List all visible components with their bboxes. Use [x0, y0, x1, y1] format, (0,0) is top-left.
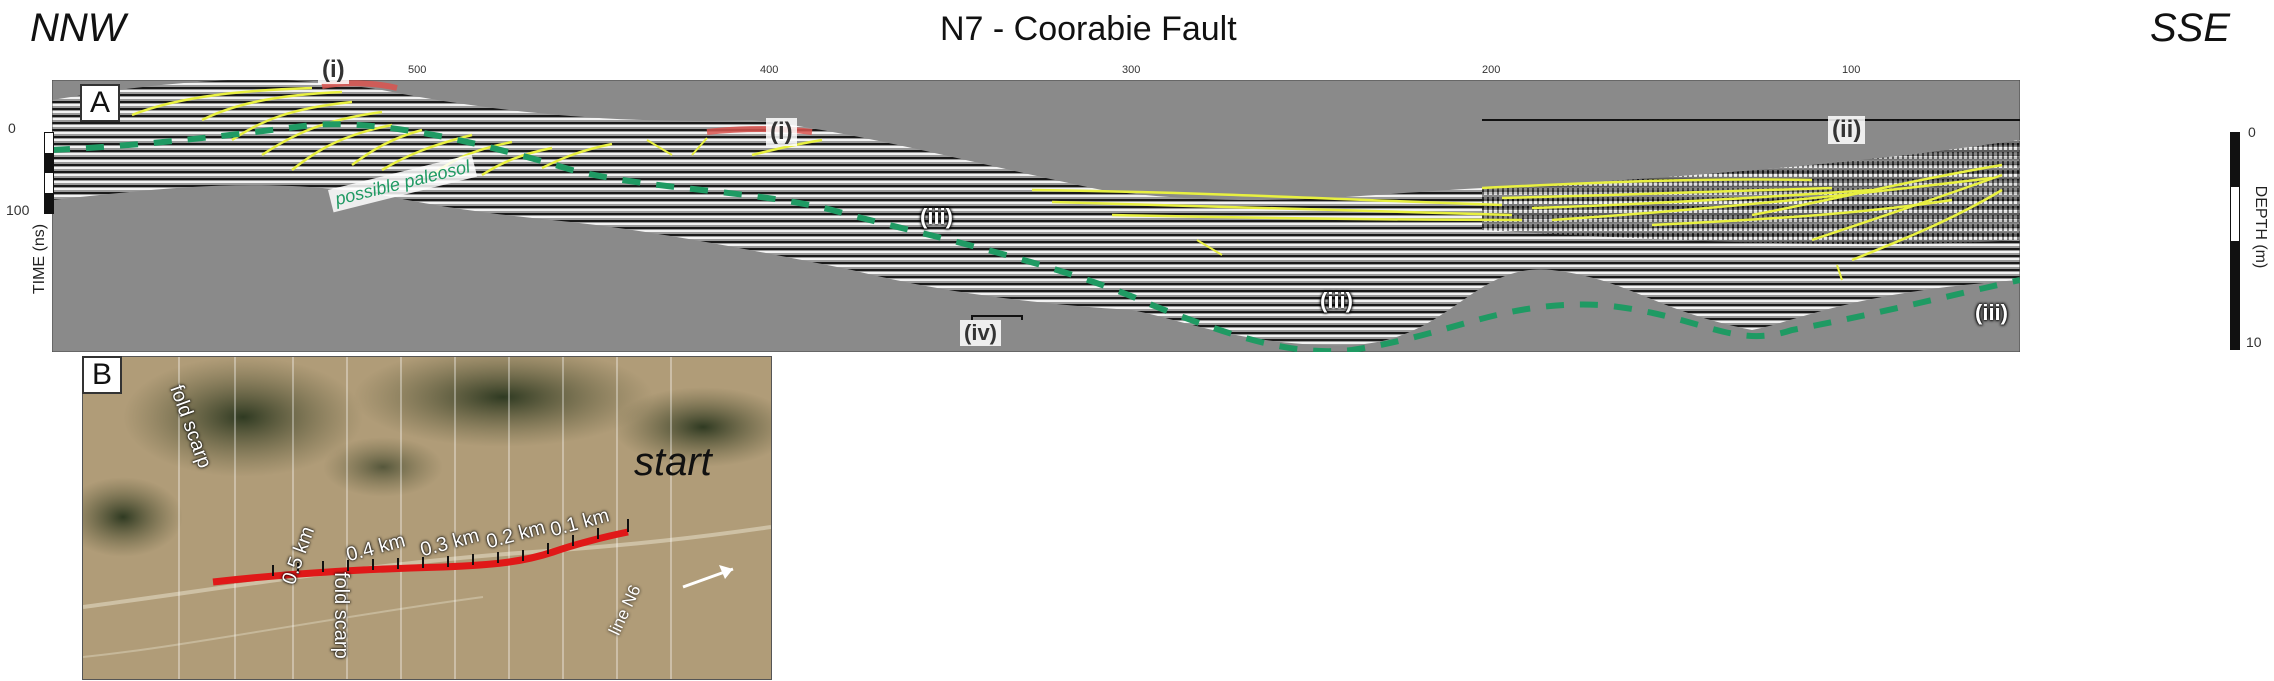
figure-title: N7 - Coorabie Fault	[940, 10, 1237, 48]
fault-traces-right	[1031, 163, 2003, 262]
depth-scale-bar	[2230, 132, 2240, 350]
depth-tick-0: 0	[2248, 124, 2256, 140]
top-tick-500: 500	[408, 64, 427, 76]
iv-bracket	[971, 315, 1023, 320]
annotation-i-top: (i)	[318, 56, 349, 84]
channel-fill-i-top	[321, 80, 398, 91]
top-tick-200: 200	[1482, 64, 1501, 76]
top-tick-300: 300	[1122, 64, 1141, 76]
satellite-map-panel	[82, 356, 772, 680]
annotation-i-mid: (i)	[766, 118, 797, 146]
depth-axis: 0 10 DEPTH (m)	[2230, 124, 2270, 360]
depth-tick-10: 10	[2246, 334, 2262, 350]
annotation-ii: (ii)	[1828, 116, 1866, 144]
time-axis: TIME (ns) 0 100	[6, 80, 54, 352]
time-tick-100: 100	[6, 202, 30, 218]
fold-scarp-bottom-label: fold scarp	[330, 572, 352, 659]
annotation-iii-c: (iii)	[1975, 300, 2008, 325]
survey-line-n7	[212, 528, 629, 586]
annotation-iii-b: (iii)	[1320, 288, 1353, 313]
panel-b-letter: B	[82, 356, 122, 394]
top-tick-400: 400	[760, 64, 779, 76]
gpr-section-image	[51, 79, 2021, 355]
satellite-map-image	[83, 357, 771, 679]
top-tick-100: 100	[1842, 64, 1861, 76]
depth-axis-title: DEPTH (m)	[2252, 185, 2269, 269]
annotation-arrows	[646, 137, 1843, 281]
annotation-iii-a: (iii)	[920, 204, 953, 229]
channel-fill-i-mid	[706, 126, 813, 135]
time-axis-title: TIME (ns)	[31, 223, 48, 295]
panel-a-letter: A	[80, 84, 120, 122]
annotation-iv: (iv)	[960, 320, 1001, 346]
time-scale-bar	[44, 132, 54, 214]
time-tick-0: 0	[8, 120, 16, 136]
sse-direction-label: SSE	[2150, 6, 2231, 50]
nnw-direction-label: NNW	[30, 6, 126, 50]
gpr-section-panel	[51, 79, 2021, 355]
start-label: start	[634, 440, 712, 484]
paleosol-horizon	[51, 121, 2021, 355]
